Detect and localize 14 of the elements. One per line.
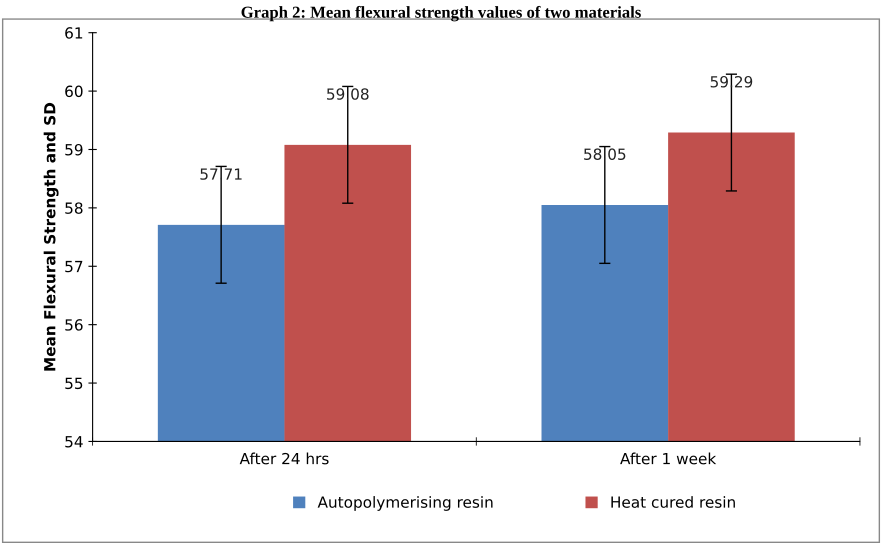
x-tick-label: After 24 hrs [240, 452, 329, 464]
y-tick-label: 54 [65, 436, 83, 448]
y-tick-label: 56 [65, 319, 83, 331]
y-axis-title: Mean Flexural Strength and SD [44, 102, 59, 371]
legend-label: Autopolymerising resin [318, 496, 493, 511]
y-tick-label: 59 [65, 144, 83, 156]
y-tick-label: 55 [65, 378, 82, 390]
y-tick-label: 61 [65, 27, 82, 39]
x-tick-label: After 1 week [620, 452, 716, 464]
chart-title: Graph 2: Mean flexural strength values of two materials [242, 6, 641, 22]
y-tick-label: 57 [65, 260, 82, 272]
y-tick-label: 60 [65, 86, 83, 98]
legend-label: Heat cured resin [611, 496, 735, 508]
y-tick-label: 58 [65, 202, 83, 214]
